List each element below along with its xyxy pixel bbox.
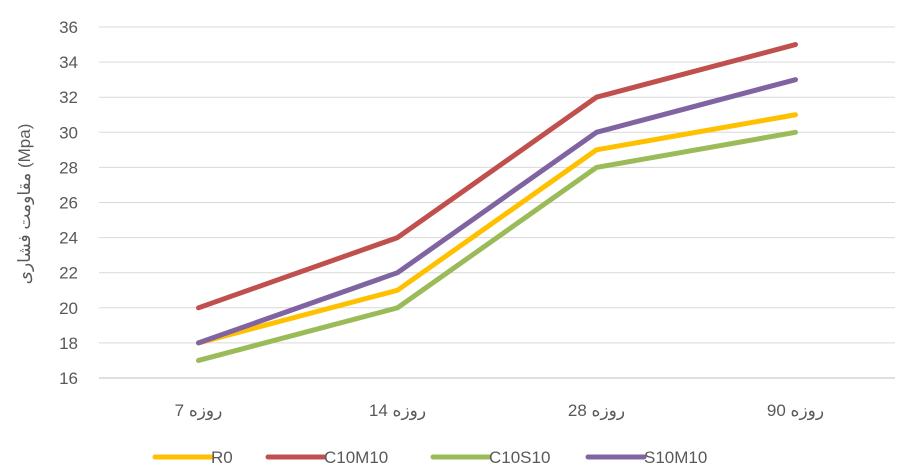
y-tick-label: 20 <box>59 299 78 318</box>
legend-label-s10m10: S10M10 <box>644 448 707 467</box>
y-tick-label: 22 <box>59 264 78 283</box>
y-tick-label: 36 <box>59 18 78 37</box>
x-tick-label: 14 روزه <box>369 401 426 421</box>
x-tick-label: 7 روزه <box>175 401 223 421</box>
legend-label-c10m10: C10M10 <box>324 448 388 467</box>
y-tick-label: 24 <box>59 229 78 248</box>
y-tick-label: 16 <box>59 369 78 388</box>
y-tick-label: 18 <box>59 334 78 353</box>
legend-label-r0: R0 <box>211 448 233 467</box>
y-axis-ticks: 16 18 20 22 24 26 28 30 32 34 36 <box>59 18 78 388</box>
x-axis-ticks: 7 روزه 14 روزه 28 روزه 90 روزه <box>175 401 824 421</box>
legend-label-c10s10: C10S10 <box>489 448 550 467</box>
x-tick-label: 90 روزه <box>767 401 824 421</box>
y-axis-label: مقاومت فشاری (Mpa) <box>15 124 35 285</box>
y-tick-label: 34 <box>59 53 78 72</box>
y-tick-label: 30 <box>59 123 78 142</box>
y-tick-label: 32 <box>59 88 78 107</box>
y-tick-label: 28 <box>59 158 78 177</box>
x-tick-label: 28 روزه <box>568 401 625 421</box>
y-tick-label: 26 <box>59 194 78 213</box>
legend: R0 C10M10 C10S10 S10M10 <box>155 448 707 467</box>
series-line-c10m10 <box>199 45 796 308</box>
series-line-s10m10 <box>199 80 796 343</box>
